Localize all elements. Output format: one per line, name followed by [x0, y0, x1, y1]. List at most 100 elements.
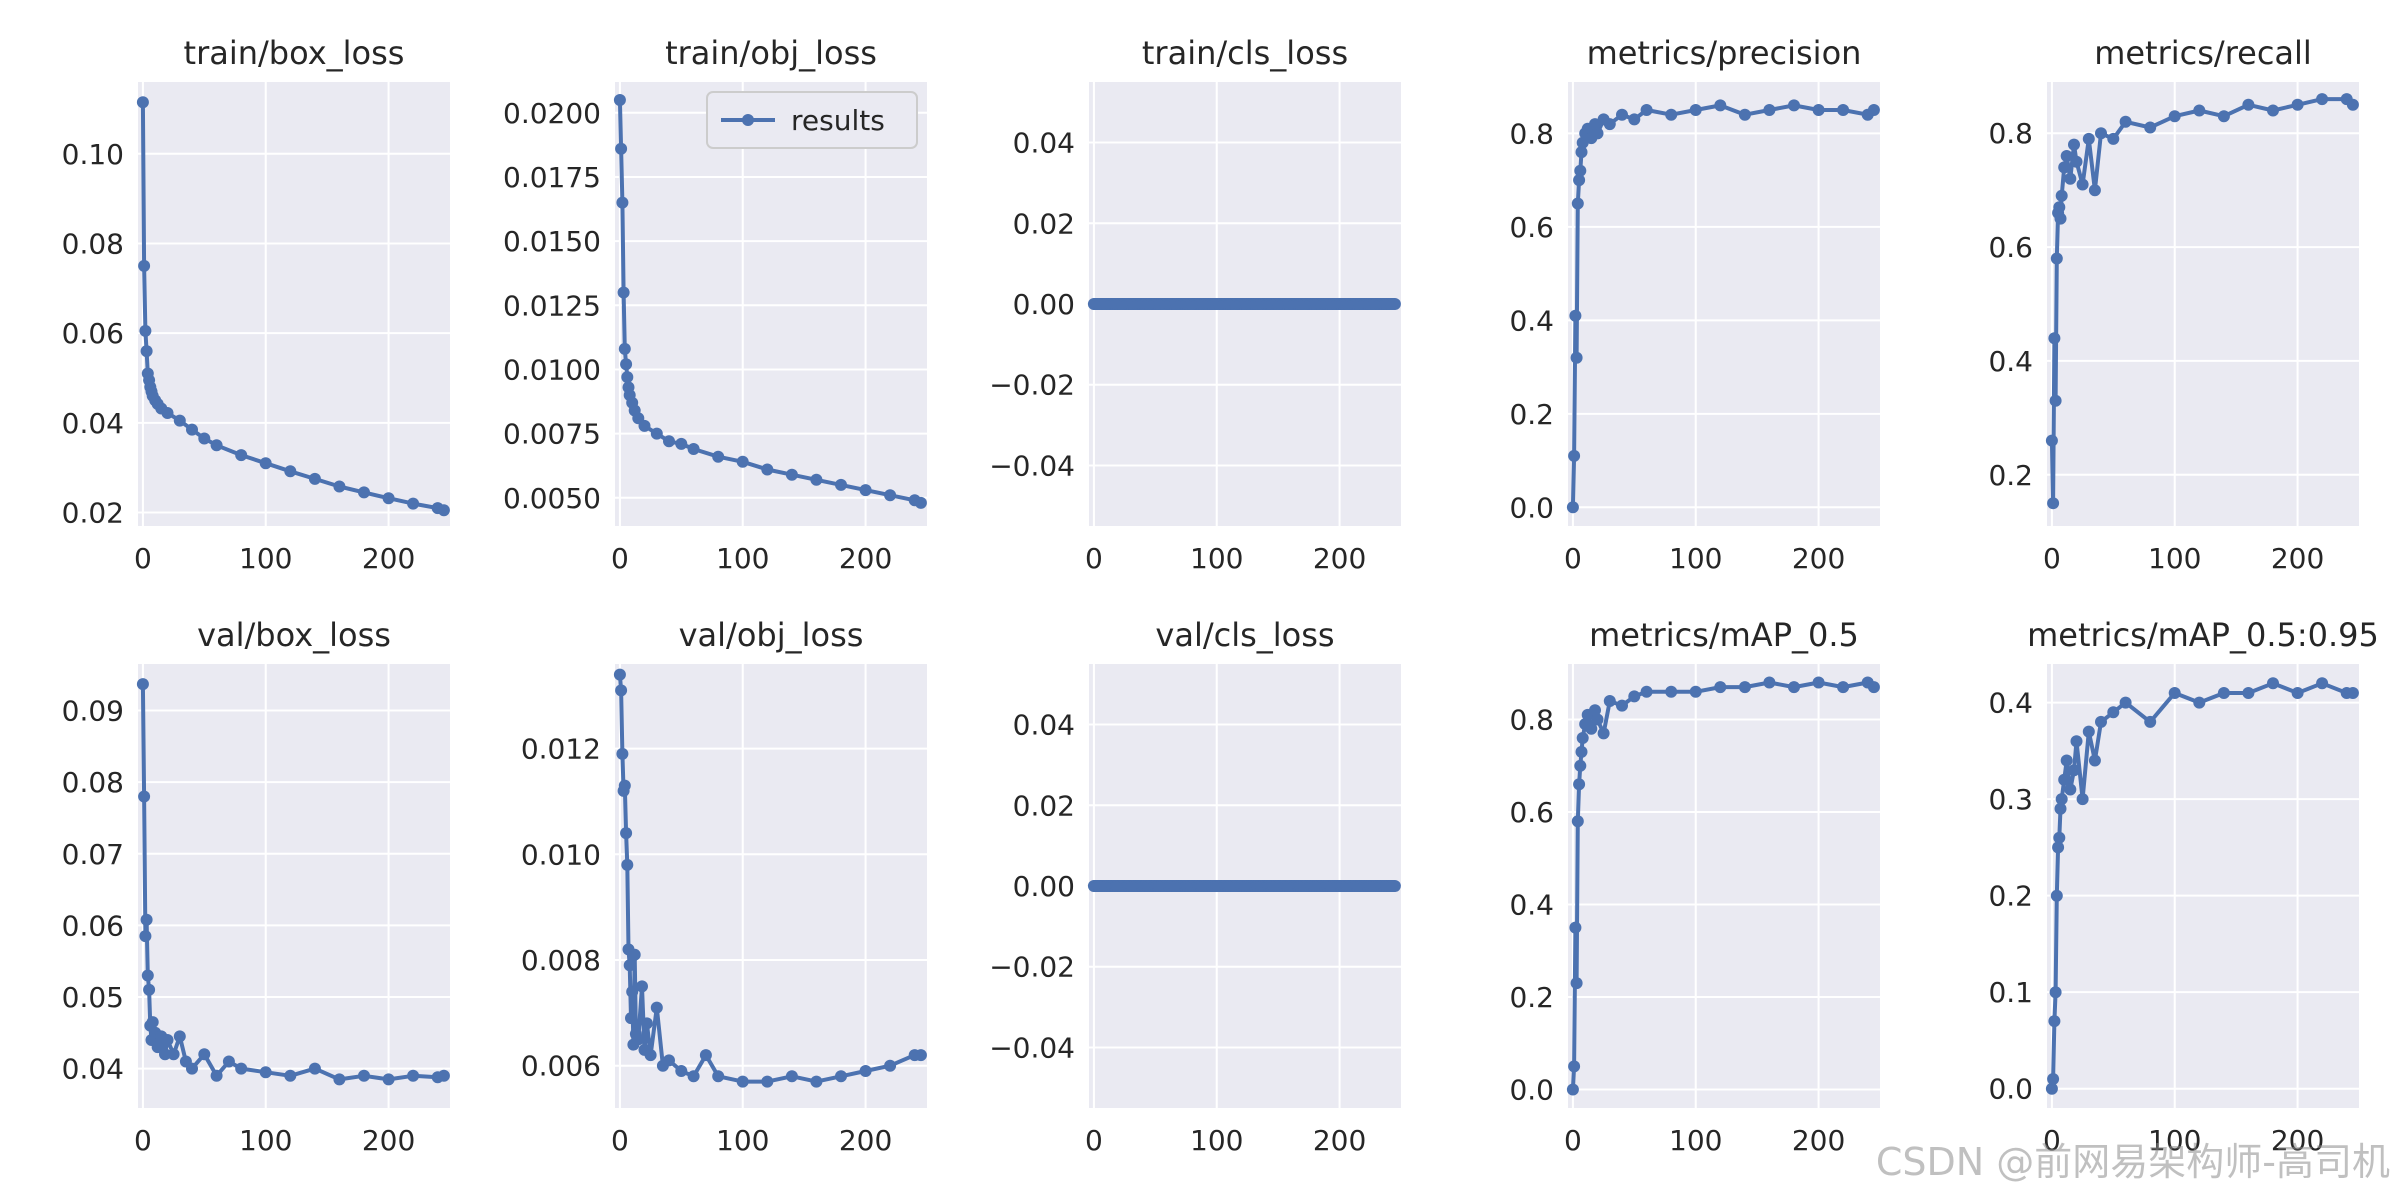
data-point [1566, 501, 1579, 514]
data-point [1640, 104, 1653, 116]
chart-panel-3: 0 100 200 0.0 0.2 0.4 0.6 0.8 metrics/precision [1509, 34, 1880, 575]
data-point [636, 980, 648, 993]
y-tick-label: 0.2 [1988, 459, 2033, 492]
data-point [186, 1062, 198, 1075]
data-point [1812, 104, 1825, 116]
x-tick-label: 100 [1190, 1124, 1243, 1157]
data-point [1574, 164, 1587, 177]
data-point [136, 96, 149, 109]
data-point [2316, 93, 2329, 106]
data-point [2168, 110, 2181, 123]
data-point [859, 484, 872, 497]
data-point [617, 286, 630, 299]
data-point [1867, 681, 1880, 694]
data-point [623, 959, 636, 972]
y-tick-label: −0.04 [989, 1031, 1075, 1064]
data-point [2047, 1073, 2060, 1085]
data-point [138, 259, 151, 272]
data-point [1597, 727, 1610, 740]
data-point [407, 497, 420, 510]
plot-area [1568, 664, 1880, 1108]
data-point [382, 1073, 395, 1086]
x-tick-label: 100 [2148, 542, 2201, 575]
data-point [2267, 677, 2279, 690]
data-point [1566, 1083, 1579, 1096]
data-point [2055, 793, 2068, 806]
data-point [358, 1069, 370, 1082]
y-tick-label: 0.2 [1509, 398, 1554, 431]
data-point [1689, 685, 1702, 698]
data-point [167, 1048, 180, 1061]
chart-panel-6: 0 100 200 0.006 0.008 0.010 0.012 val/obj_loss [521, 616, 927, 1157]
data-point [1388, 880, 1401, 892]
data-point [2144, 121, 2157, 134]
data-point [2291, 687, 2304, 699]
data-point [2070, 735, 2083, 748]
chart-title: train/box_loss [184, 34, 405, 72]
chart-panel-2: 0 100 200 −0.04 −0.02 0.00 0.02 0.04 train/cls_l… [989, 34, 1401, 575]
data-point [1628, 113, 1641, 126]
data-point [1571, 815, 1584, 828]
data-point [159, 1048, 171, 1061]
x-tick-label: 200 [362, 1124, 415, 1157]
data-point [173, 1030, 186, 1043]
data-point [1616, 108, 1628, 121]
data-point [2049, 986, 2062, 999]
y-tick-label: 0.04 [1013, 709, 1075, 742]
data-point [615, 142, 628, 155]
data-point [210, 1069, 223, 1082]
data-point [1585, 722, 1598, 735]
data-point [2045, 434, 2058, 447]
data-point [407, 1069, 420, 1082]
data-point [1569, 921, 1582, 934]
data-point [2064, 172, 2077, 185]
chart-panel-0: 0 100 200 0.02 0.04 0.06 0.08 0.10 train/box_los… [62, 34, 450, 575]
data-point [914, 1049, 927, 1062]
data-point [621, 371, 634, 384]
data-point [640, 1017, 653, 1030]
x-tick-label: 200 [1792, 1124, 1845, 1157]
data-point [616, 747, 629, 760]
y-tick-label: −0.02 [989, 369, 1075, 402]
data-point [198, 432, 211, 445]
data-point [2060, 754, 2073, 767]
data-point [284, 1069, 297, 1082]
data-point [2070, 155, 2083, 168]
x-tick-label: 100 [716, 542, 769, 575]
data-point [161, 1034, 174, 1046]
y-tick-label: 0.4 [1988, 687, 2033, 720]
data-point [1837, 681, 1850, 694]
chart-panel-7: 0 100 200 −0.04 −0.02 0.00 0.02 0.04 val/cls_los… [989, 616, 1401, 1157]
data-point [736, 1075, 749, 1088]
data-point [2045, 1082, 2058, 1095]
x-tick-label: 0 [1085, 542, 1103, 575]
data-point [2048, 1015, 2061, 1028]
data-point [810, 1075, 823, 1088]
y-tick-label: 0.0 [1509, 491, 1554, 524]
data-point [1573, 778, 1586, 791]
data-point [1591, 127, 1604, 140]
chart-title: metrics/recall [2094, 34, 2312, 72]
data-point [2058, 161, 2071, 174]
x-tick-label: 0 [1564, 542, 1582, 575]
data-point [1603, 118, 1616, 131]
y-tick-label: 0.4 [1988, 345, 2033, 378]
data-point [1763, 676, 1776, 689]
data-point [1665, 685, 1678, 698]
data-point [1689, 104, 1702, 116]
chart-title: metrics/mAP_0.5 [1589, 616, 1859, 654]
data-point [382, 492, 395, 505]
data-point [235, 1062, 248, 1075]
data-point [2076, 793, 2089, 806]
x-tick-label: 200 [1313, 1124, 1366, 1157]
data-point [2217, 110, 2230, 123]
legend-label: results [791, 104, 885, 137]
data-point [198, 1048, 211, 1061]
y-tick-label: 0.00 [1013, 288, 1075, 321]
data-point [650, 427, 663, 440]
y-tick-label: 0.0100 [503, 353, 601, 386]
data-point [687, 443, 700, 455]
data-point [2076, 178, 2089, 191]
data-point [1738, 681, 1751, 694]
data-point [761, 1075, 774, 1088]
